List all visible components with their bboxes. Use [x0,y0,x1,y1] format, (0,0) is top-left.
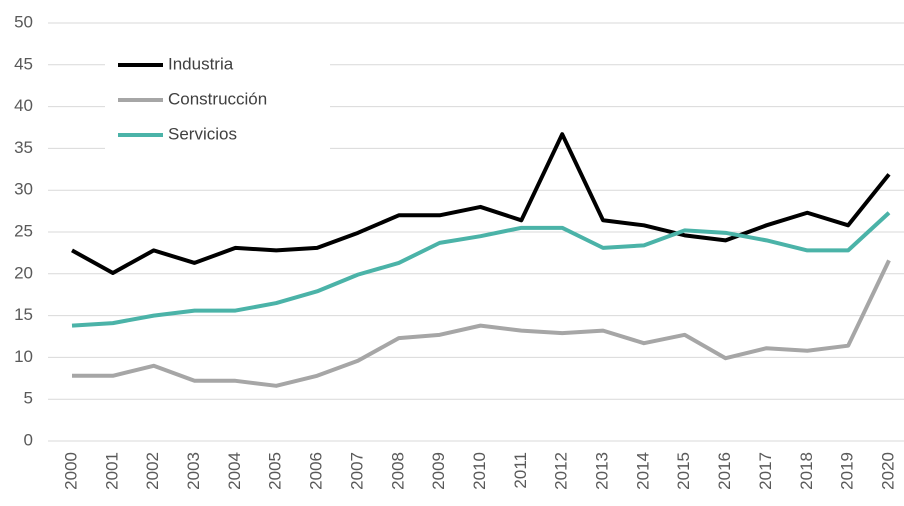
y-tick-label: 45 [14,54,33,73]
legend-label: Construcción [168,89,267,108]
y-tick-label: 30 [14,180,33,199]
y-tick-label: 5 [24,389,33,408]
y-tick-label: 15 [14,305,33,324]
x-tick-label: 2001 [102,452,121,490]
x-tick-label: 2017 [756,452,775,490]
y-tick-label: 25 [14,221,33,240]
x-tick-label: 2009 [429,452,448,490]
x-tick-label: 2012 [552,452,571,490]
y-tick-label: 0 [24,430,33,449]
y-tick-label: 10 [14,347,33,366]
y-tick-label: 40 [14,96,33,115]
x-tick-label: 2020 [878,452,897,490]
x-tick-label: 2008 [388,452,407,490]
x-tick-label: 2014 [633,452,652,490]
y-tick-label: 20 [14,263,33,282]
x-tick-label: 2004 [225,452,244,490]
x-tick-label: 2002 [143,452,162,490]
legend-label: Servicios [168,124,237,143]
x-tick-label: 2018 [797,452,816,490]
x-tick-label: 2013 [593,452,612,490]
legend-label: Industria [168,54,234,73]
x-tick-label: 2006 [307,452,326,490]
x-tick-label: 2003 [184,452,203,490]
x-tick-label: 2015 [674,452,693,490]
x-tick-label: 2000 [61,452,80,490]
x-tick-label: 2019 [838,452,857,490]
series-line [71,211,891,328]
x-tick-label: 2011 [511,452,530,489]
x-tick-label: 2010 [470,452,489,490]
x-tick-label: 2016 [715,452,734,490]
y-tick-label: 50 [14,12,33,31]
x-tick-label: 2005 [266,452,285,490]
legend: Industria Construcción Servicios [105,45,330,157]
series-line [71,132,891,275]
x-tick-label: 2007 [347,452,366,490]
y-tick-label: 35 [14,138,33,157]
series-line [72,259,891,388]
